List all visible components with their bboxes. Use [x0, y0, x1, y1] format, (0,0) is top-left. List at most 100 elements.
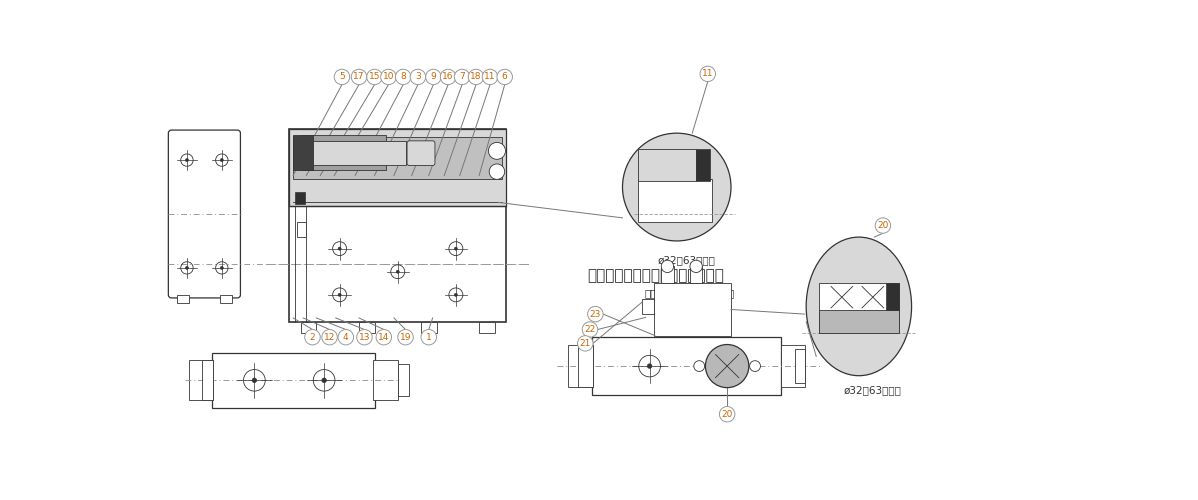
Circle shape	[484, 325, 490, 331]
Bar	[690, 266, 702, 283]
Text: 11: 11	[702, 70, 714, 78]
Bar	[313, 141, 405, 166]
Bar	[219, 295, 232, 302]
Text: 6: 6	[502, 72, 508, 82]
FancyBboxPatch shape	[169, 130, 241, 298]
Ellipse shape	[806, 237, 912, 376]
Bar	[297, 222, 307, 237]
Circle shape	[468, 69, 484, 84]
Circle shape	[220, 158, 223, 162]
Text: 19: 19	[400, 332, 411, 342]
Circle shape	[322, 378, 326, 382]
Circle shape	[706, 344, 749, 388]
Circle shape	[338, 294, 341, 296]
Circle shape	[381, 69, 397, 84]
Bar	[177, 295, 189, 302]
Circle shape	[410, 69, 425, 84]
Text: 3: 3	[415, 72, 420, 82]
Bar	[373, 360, 398, 401]
Circle shape	[694, 360, 704, 372]
Bar	[781, 345, 805, 388]
Bar	[642, 298, 653, 314]
Circle shape	[395, 69, 411, 84]
Bar	[294, 137, 502, 180]
Text: （オートスイッチD-F6□）: （オートスイッチD-F6□）	[645, 288, 734, 298]
Text: 14: 14	[379, 332, 389, 342]
Circle shape	[425, 69, 441, 84]
Circle shape	[357, 330, 373, 345]
Circle shape	[489, 142, 506, 160]
Circle shape	[186, 158, 188, 162]
Circle shape	[322, 330, 338, 345]
Bar	[887, 284, 900, 310]
Circle shape	[876, 218, 890, 233]
Circle shape	[334, 69, 350, 84]
Circle shape	[489, 164, 504, 180]
Text: 20: 20	[721, 410, 733, 418]
Circle shape	[497, 69, 513, 84]
Circle shape	[351, 69, 367, 84]
Bar	[592, 337, 781, 395]
Bar	[818, 310, 900, 334]
Circle shape	[454, 294, 458, 296]
Circle shape	[454, 69, 470, 84]
Text: 23: 23	[589, 310, 601, 318]
Circle shape	[690, 260, 702, 272]
Bar	[661, 266, 673, 283]
Circle shape	[376, 330, 392, 345]
Bar	[301, 136, 386, 170]
Bar	[639, 180, 712, 222]
Circle shape	[661, 260, 673, 272]
Bar	[795, 349, 805, 384]
Text: ø32～63の場合: ø32～63の場合	[843, 385, 901, 395]
Text: 13: 13	[358, 332, 370, 342]
Text: 22: 22	[585, 325, 595, 334]
Bar	[818, 284, 900, 334]
Circle shape	[750, 360, 761, 372]
Circle shape	[364, 325, 370, 331]
Bar	[202, 360, 213, 401]
Text: オートスイッチ付（磁石内蔵型）: オートスイッチ付（磁石内蔵型）	[588, 268, 725, 283]
Bar	[398, 364, 409, 396]
Text: 2: 2	[310, 332, 315, 342]
Circle shape	[700, 66, 715, 82]
Circle shape	[367, 69, 382, 84]
Text: 20: 20	[877, 221, 889, 230]
Circle shape	[441, 69, 456, 84]
Text: 12: 12	[323, 332, 335, 342]
Bar	[568, 345, 593, 388]
Bar	[296, 192, 304, 204]
Circle shape	[338, 247, 341, 250]
Bar	[289, 130, 507, 206]
FancyBboxPatch shape	[407, 141, 435, 166]
Bar	[479, 322, 495, 334]
Circle shape	[577, 336, 593, 351]
Text: 7: 7	[459, 72, 465, 82]
Text: 11: 11	[484, 72, 496, 82]
Bar	[639, 148, 696, 181]
Text: 15: 15	[369, 72, 380, 82]
Circle shape	[397, 270, 399, 274]
Text: 5: 5	[339, 72, 345, 82]
Circle shape	[220, 266, 223, 270]
Text: ø32～63の場合: ø32～63の場合	[658, 255, 715, 265]
Bar	[696, 148, 710, 181]
Circle shape	[483, 69, 497, 84]
Circle shape	[425, 325, 431, 331]
Circle shape	[647, 364, 652, 368]
Circle shape	[588, 306, 603, 322]
Circle shape	[454, 247, 458, 250]
Bar	[420, 322, 436, 334]
Circle shape	[305, 325, 311, 331]
Circle shape	[582, 322, 598, 337]
Text: 18: 18	[471, 72, 482, 82]
Text: 9: 9	[430, 72, 436, 82]
Circle shape	[252, 378, 256, 382]
Circle shape	[398, 330, 413, 345]
Circle shape	[186, 266, 188, 270]
Bar	[188, 360, 213, 401]
Text: 16: 16	[442, 72, 454, 82]
Circle shape	[304, 330, 320, 345]
Text: 8: 8	[400, 72, 406, 82]
Bar	[653, 284, 731, 336]
